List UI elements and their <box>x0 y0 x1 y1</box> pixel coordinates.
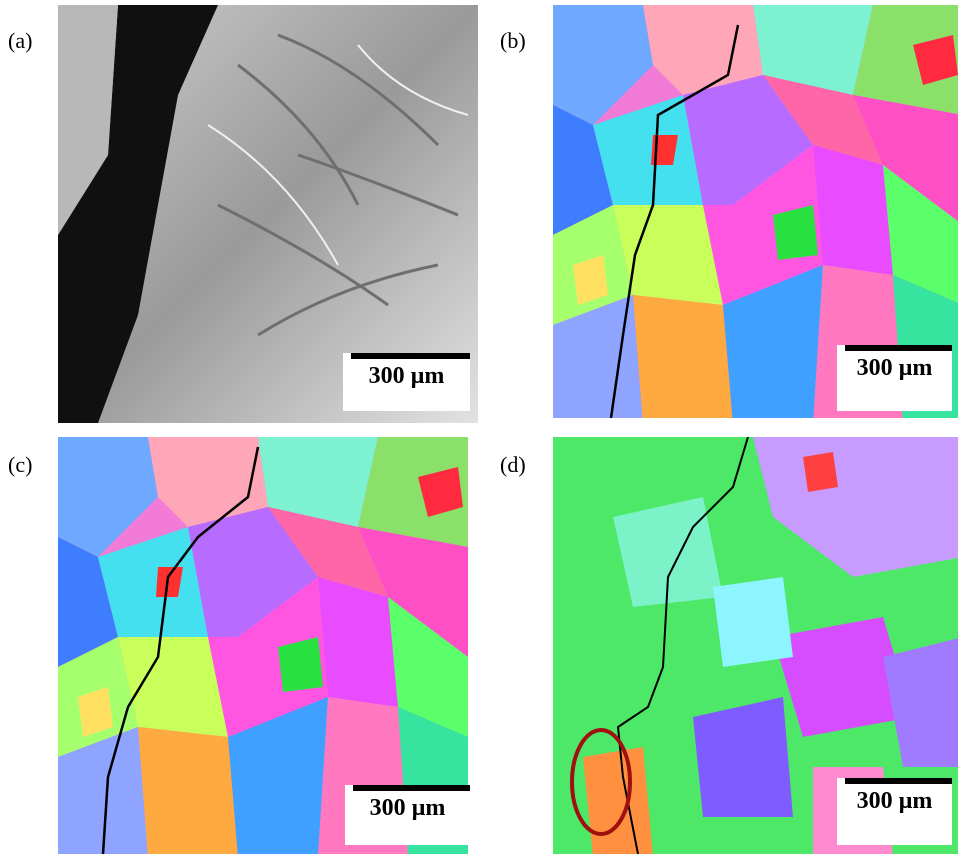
scale-bar-label: 300 µm <box>856 788 933 814</box>
sem-image <box>58 5 478 423</box>
scale-bar-label: 300 µm <box>856 355 933 381</box>
ebsd-drawing <box>553 5 958 418</box>
scale-bar: 300 µm <box>345 785 470 845</box>
ebsd-map <box>58 437 478 854</box>
ebsd-map <box>553 437 958 854</box>
panel-label: (d) <box>500 452 526 477</box>
ebsd-map <box>553 5 958 418</box>
ebsd-drawing <box>58 437 468 854</box>
scale-bar: 300 µm <box>837 345 952 411</box>
sem-drawing <box>58 5 478 423</box>
panel-label: (a) <box>8 28 33 53</box>
scale-bar: 300 µm <box>343 353 470 411</box>
scale-bar-label: 300 µm <box>368 363 445 389</box>
scale-bar: 300 µm <box>837 778 952 845</box>
scale-bar-label: 300 µm <box>369 795 446 821</box>
panel-label: (b) <box>500 28 526 53</box>
panel-label: (c) <box>8 452 33 477</box>
ebsd-drawing <box>553 437 958 854</box>
